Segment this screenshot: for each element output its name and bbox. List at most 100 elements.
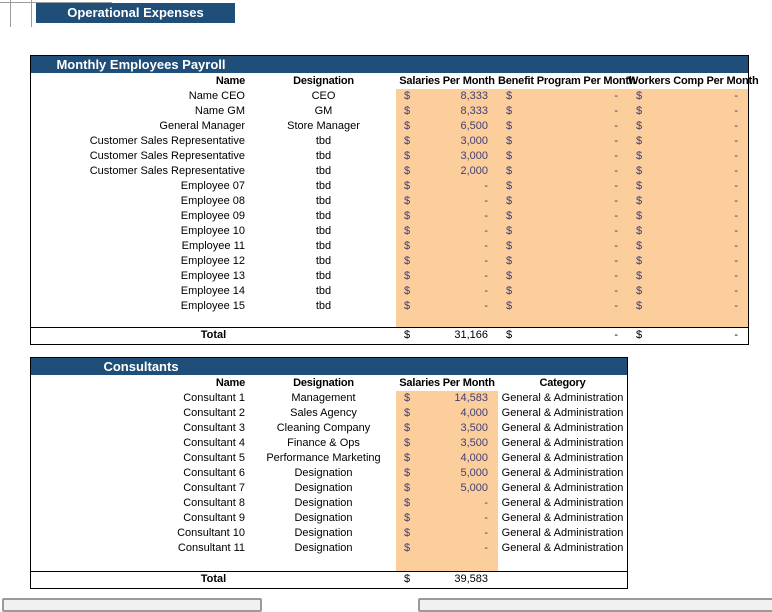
payroll-cell-designation[interactable]: tbd	[315, 180, 332, 192]
consultant-cell-designation[interactable]: Cleaning Company	[276, 422, 371, 434]
payroll-cell-workers-comp[interactable]: $ -	[628, 269, 748, 284]
payroll-cell-name[interactable]: Employee 14	[180, 285, 245, 297]
payroll-cell-salary[interactable]: $ -	[396, 179, 498, 194]
payroll-cell-name[interactable]: Name CEO	[188, 90, 245, 102]
payroll-cell-benefit[interactable]: $ -	[498, 89, 628, 104]
payroll-cell-salary[interactable]: $ 8,333	[396, 89, 498, 104]
consultant-cell-designation[interactable]: Designation	[294, 497, 353, 509]
payroll-cell-salary[interactable]: $ -	[396, 284, 498, 299]
payroll-cell-salary[interactable]: $ 2,000	[396, 164, 498, 179]
payroll-cell-name[interactable]: Name GM	[194, 105, 245, 117]
consultant-cell-name[interactable]: Consultant 8	[183, 497, 245, 509]
consultant-cell-category[interactable]: General & Administration	[501, 542, 624, 554]
payroll-cell-designation[interactable]: tbd	[315, 210, 332, 222]
payroll-cell-designation[interactable]: tbd	[315, 195, 332, 207]
payroll-cell-name[interactable]: Employee 11	[181, 240, 245, 252]
payroll-cell-workers-comp[interactable]: $ -	[628, 164, 748, 179]
payroll-cell-benefit[interactable]: $ -	[498, 149, 628, 164]
bottom-right-button-shape[interactable]	[418, 598, 772, 612]
payroll-cell-benefit[interactable]: $ -	[498, 239, 628, 254]
payroll-cell-workers-comp[interactable]: $ -	[628, 104, 748, 119]
payroll-cell-salary[interactable]: $ 3,000	[396, 134, 498, 149]
payroll-cell-salary[interactable]: $ 6,500	[396, 119, 498, 134]
consultant-cell-category[interactable]: General & Administration	[501, 422, 624, 434]
payroll-cell-name[interactable]: Employee 08	[180, 195, 245, 207]
payroll-cell-workers-comp[interactable]: $ -	[628, 284, 748, 299]
bottom-left-button-shape[interactable]	[2, 598, 262, 612]
payroll-cell-benefit[interactable]: $ -	[498, 299, 628, 314]
consultant-cell-name[interactable]: Consultant 10	[177, 527, 245, 539]
consultant-cell-category[interactable]: General & Administration	[501, 437, 624, 449]
consultant-cell-designation[interactable]: Designation	[294, 482, 353, 494]
payroll-cell-name[interactable]: Customer Sales Representative	[89, 135, 245, 147]
payroll-cell-designation[interactable]: tbd	[315, 285, 332, 297]
payroll-cell-salary[interactable]: $ -	[396, 299, 498, 314]
payroll-cell-name[interactable]: Customer Sales Representative	[89, 150, 245, 162]
consultant-cell-name[interactable]: Consultant 3	[183, 422, 245, 434]
consultant-cell-salary[interactable]: $ -	[396, 496, 498, 511]
payroll-cell-name[interactable]: Employee 10	[180, 225, 245, 237]
payroll-cell-designation[interactable]: tbd	[315, 240, 332, 252]
consultant-cell-category[interactable]: General & Administration	[501, 452, 624, 464]
consultant-cell-salary[interactable]: $ 3,500	[396, 421, 498, 436]
consultant-cell-designation[interactable]: Management	[291, 392, 356, 404]
consultants-total-salary[interactable]: $ 39,583	[396, 572, 498, 588]
payroll-cell-benefit[interactable]: $ -	[498, 224, 628, 239]
consultant-cell-salary[interactable]: $ -	[396, 511, 498, 526]
payroll-cell-salary[interactable]: $ -	[396, 254, 498, 269]
payroll-cell-benefit[interactable]: $ -	[498, 164, 628, 179]
payroll-cell-workers-comp[interactable]: $ -	[628, 254, 748, 269]
payroll-cell-designation[interactable]: Store Manager	[287, 120, 360, 132]
consultant-cell-salary[interactable]: $ 3,500	[396, 436, 498, 451]
payroll-cell-workers-comp[interactable]: $ -	[628, 209, 748, 224]
payroll-cell-salary[interactable]: $ -	[396, 239, 498, 254]
consultant-cell-category[interactable]: General & Administration	[501, 407, 624, 419]
payroll-cell-workers-comp[interactable]: $ -	[628, 194, 748, 209]
payroll-total-benefit[interactable]: $ -	[498, 328, 628, 344]
consultant-cell-salary[interactable]: $ 5,000	[396, 466, 498, 481]
payroll-cell-workers-comp[interactable]: $ -	[628, 179, 748, 194]
consultant-cell-designation[interactable]: Finance & Ops	[287, 437, 360, 449]
payroll-cell-salary[interactable]: $ -	[396, 224, 498, 239]
consultant-cell-salary[interactable]: $ 5,000	[396, 481, 498, 496]
payroll-cell-name[interactable]: Employee 15	[180, 300, 245, 312]
payroll-cell-workers-comp[interactable]: $ -	[628, 149, 748, 164]
payroll-cell-workers-comp[interactable]: $ -	[628, 224, 748, 239]
payroll-cell-designation[interactable]: tbd	[315, 225, 332, 237]
consultant-cell-name[interactable]: Consultant 6	[183, 467, 245, 479]
consultant-cell-salary[interactable]: $ 4,000	[396, 406, 498, 421]
payroll-cell-name[interactable]: Employee 07	[180, 180, 245, 192]
payroll-cell-designation[interactable]: GM	[314, 105, 333, 117]
consultant-cell-designation[interactable]: Designation	[294, 527, 353, 539]
consultant-cell-category[interactable]: General & Administration	[501, 467, 624, 479]
payroll-total-workers-comp[interactable]: $ -	[628, 328, 748, 344]
payroll-cell-salary[interactable]: $ -	[396, 209, 498, 224]
payroll-cell-salary[interactable]: $ 3,000	[396, 149, 498, 164]
consultant-cell-designation[interactable]: Designation	[294, 512, 353, 524]
payroll-cell-benefit[interactable]: $ -	[498, 194, 628, 209]
consultant-cell-designation[interactable]: Designation	[294, 542, 353, 554]
consultant-cell-salary[interactable]: $ -	[396, 526, 498, 541]
payroll-cell-name[interactable]: General Manager	[159, 120, 245, 132]
payroll-cell-salary[interactable]: $ -	[396, 269, 498, 284]
payroll-cell-name[interactable]: Employee 13	[180, 270, 245, 282]
payroll-cell-name[interactable]: Employee 09	[180, 210, 245, 222]
consultant-cell-category[interactable]: General & Administration	[501, 482, 624, 494]
payroll-cell-benefit[interactable]: $ -	[498, 209, 628, 224]
payroll-cell-designation[interactable]: tbd	[315, 150, 332, 162]
consultant-cell-category[interactable]: General & Administration	[501, 497, 624, 509]
payroll-total-salary[interactable]: $ 31,166	[396, 328, 498, 344]
payroll-cell-benefit[interactable]: $ -	[498, 269, 628, 284]
payroll-cell-benefit[interactable]: $ -	[498, 284, 628, 299]
consultant-cell-salary[interactable]: $ 4,000	[396, 451, 498, 466]
payroll-cell-designation[interactable]: tbd	[315, 165, 332, 177]
consultant-cell-salary[interactable]: $ 14,583	[396, 391, 498, 406]
payroll-cell-workers-comp[interactable]: $ -	[628, 89, 748, 104]
payroll-cell-benefit[interactable]: $ -	[498, 254, 628, 269]
payroll-cell-name[interactable]: Customer Sales Representative	[89, 165, 245, 177]
consultant-cell-name[interactable]: Consultant 2	[183, 407, 245, 419]
consultant-cell-name[interactable]: Consultant 1	[183, 392, 245, 404]
payroll-cell-benefit[interactable]: $ -	[498, 179, 628, 194]
payroll-cell-workers-comp[interactable]: $ -	[628, 119, 748, 134]
payroll-cell-designation[interactable]: tbd	[315, 135, 332, 147]
